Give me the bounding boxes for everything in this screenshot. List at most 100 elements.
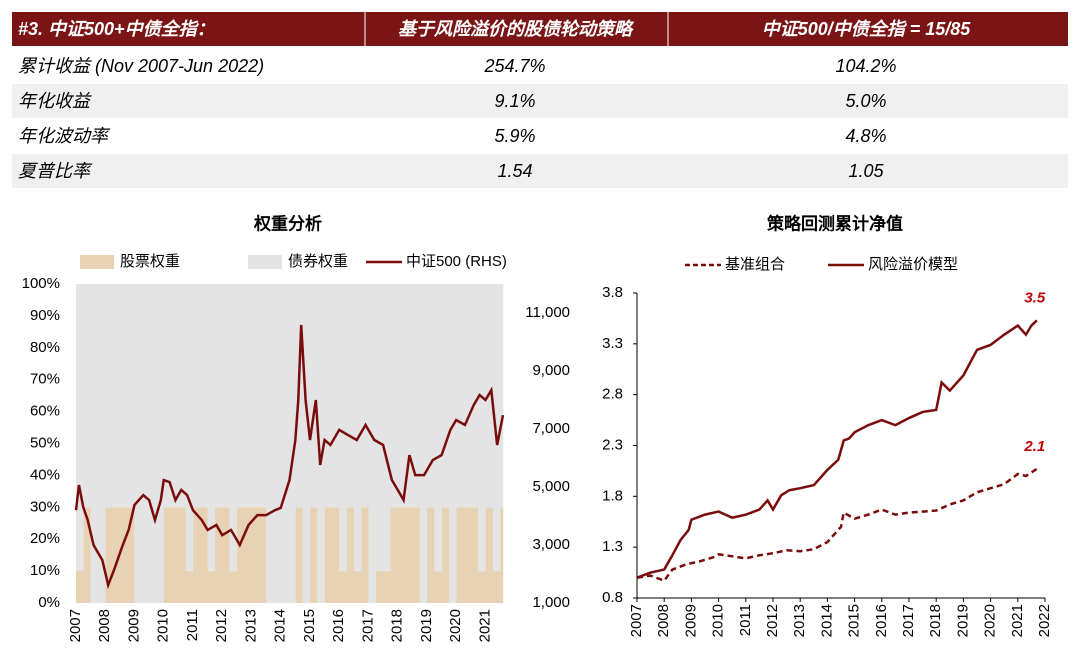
area-segment (324, 507, 333, 603)
area-segment (127, 507, 135, 603)
table: #3. 中证500+中债全指： 基于风险溢价的股债轮动策略 中证500/中债全指 =… (18, 19, 971, 181)
cell: 104.2% (835, 56, 896, 76)
area-segment (266, 284, 274, 603)
area-segment (390, 284, 399, 508)
x-tick-label: 2014 (818, 604, 835, 637)
y-tick-label: 80% (30, 339, 60, 356)
area-segment (412, 507, 420, 603)
header-cell: 基于风险溢价的股债轮动策略 (398, 19, 635, 39)
area-segment (251, 284, 260, 508)
x-tick-label: 2020 (447, 609, 464, 642)
area-segment (434, 284, 442, 572)
area-segment (214, 284, 223, 508)
x-tick-label: 2008 (655, 604, 672, 637)
area-segment (463, 284, 472, 508)
y-tick-label: 1.8 (602, 487, 623, 504)
area-segment (361, 507, 369, 603)
area-segment (163, 284, 172, 508)
table-header-bg (12, 12, 1068, 46)
y-tick-label: 50% (30, 434, 60, 451)
area-segment (236, 284, 245, 508)
x-tick-label: 2022 (1036, 604, 1053, 637)
area-segment (492, 571, 501, 603)
cell: 5.9% (494, 126, 535, 146)
area-segment (478, 571, 486, 603)
x-tick-label: 2011 (184, 609, 201, 641)
area-segment (390, 507, 399, 603)
cell: 年化波动率 (18, 126, 111, 146)
area-segment (456, 507, 464, 603)
cell: 1.54 (497, 161, 532, 181)
y-tick-label: 1.3 (602, 538, 623, 555)
y-tick-label: 70% (30, 371, 60, 388)
area-segment (76, 571, 84, 603)
area-segment (317, 284, 325, 603)
area-segment (178, 284, 186, 508)
area-segment (353, 571, 362, 603)
area-segment (339, 571, 347, 603)
area-segment (76, 284, 84, 572)
area-segment (346, 507, 355, 603)
y-tick-label: 30% (30, 498, 60, 515)
area-segment (192, 284, 201, 508)
area-segment (324, 284, 333, 508)
area-segment (192, 507, 201, 603)
area-segment (383, 284, 391, 572)
area-segment (463, 507, 472, 603)
area-segment (383, 571, 391, 603)
area-segment (478, 284, 486, 572)
area-segment (258, 284, 267, 508)
x-tick-label: 2012 (764, 604, 781, 637)
legend-label: 中证500 (RHS) (406, 253, 507, 270)
x-tick-label: 2018 (927, 604, 944, 637)
y2-tick-label: 3,000 (532, 536, 570, 553)
x-tick-label: 2008 (96, 609, 113, 642)
area-segment (83, 284, 91, 508)
area-segment (470, 284, 479, 508)
y-tick-label: 0.8 (602, 589, 623, 606)
x-tick-label: 2017 (359, 609, 376, 642)
y2-tick-label: 7,000 (532, 420, 570, 437)
area-segment (200, 507, 208, 603)
x-tick-label: 2020 (982, 604, 999, 637)
area-segment (426, 284, 435, 508)
area-segment (127, 284, 135, 508)
area-segment (331, 507, 340, 603)
area-segment (105, 284, 113, 508)
area-segment (280, 284, 289, 603)
x-tick-label: 2015 (301, 609, 318, 642)
area-segment (244, 284, 252, 508)
legend-label: 股票权重 (120, 253, 180, 270)
area-segment (83, 507, 91, 603)
y2-tick-label: 5,000 (532, 478, 570, 495)
area-segment (309, 284, 318, 508)
area-segment (456, 284, 464, 508)
x-tick-label: 2013 (242, 609, 259, 642)
area-segment (441, 507, 450, 603)
area-segment (141, 284, 150, 603)
area-segment (156, 284, 165, 603)
area-segment (412, 284, 420, 508)
area-segment (105, 507, 113, 603)
x-tick-label: 2021 (1009, 604, 1026, 637)
area-segment (470, 507, 479, 603)
x-tick-label: 2010 (710, 604, 727, 637)
y2-tick-label: 11,000 (525, 304, 570, 321)
area-segment (222, 507, 230, 603)
header-cell: #3. 中证500+中债全指： (18, 19, 215, 39)
x-tick-label: 2007 (67, 609, 84, 642)
y2-tick-label: 1,000 (532, 594, 570, 611)
area-segment (214, 507, 223, 603)
area-segment (441, 284, 450, 508)
chart-title: 权重分析 (253, 213, 322, 233)
y-tick-label: 2.3 (602, 436, 623, 453)
y-tick-label: 3.8 (602, 284, 623, 301)
x-tick-label: 2009 (125, 609, 142, 642)
x-tick-label: 2007 (628, 604, 645, 637)
legend-swatch (248, 255, 282, 269)
area-segment (251, 507, 260, 603)
area-segment (273, 284, 282, 603)
area-segment (171, 507, 179, 603)
area-segment (178, 507, 186, 603)
